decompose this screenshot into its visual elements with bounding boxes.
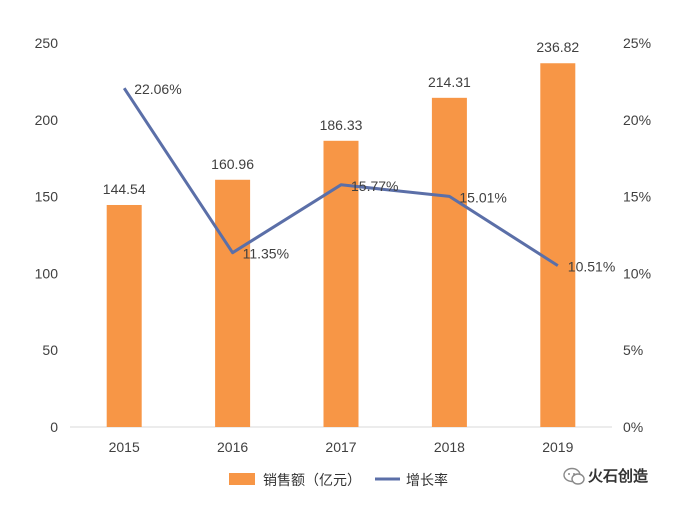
x-axis-ticks: 2015 2016 2017 2018 2019 [109,439,574,455]
x-tick-label: 2018 [434,439,465,455]
bar [540,63,576,428]
left-tick-label: 100 [35,265,59,281]
right-tick-label: 5% [623,342,643,358]
bar [323,140,359,427]
x-tick-label: 2017 [325,439,356,455]
right-tick-label: 20% [623,112,651,128]
growth-rate-line [122,87,559,267]
bar-value-label: 160.96 [211,156,254,172]
bar-data-labels: 144.54 160.96 186.33 214.31 236.82 [103,39,580,197]
left-tick-label: 0 [50,419,58,435]
bar [215,179,251,427]
line-data-labels: 22.06% 11.35% 15.77% 15.01% 10.51% [134,81,615,274]
bar-series [106,63,576,428]
bar [431,97,467,428]
bar-value-label: 214.31 [428,74,471,90]
legend: 销售额（亿元） 增长率 [229,472,448,489]
left-tick-label: 250 [35,35,59,51]
x-tick-label: 2019 [542,439,573,455]
line-value-label: 11.35% [243,246,289,262]
left-axis-ticks: 0 50 100 150 200 250 [35,35,59,435]
line-value-label: 22.06% [134,81,181,97]
wechat-icon [563,467,585,485]
line-value-label: 10.51% [568,259,615,275]
line-value-label: 15.01% [459,189,506,205]
right-tick-label: 15% [623,189,651,205]
watermark: 火石创造 [563,467,648,485]
legend-bar-label: 销售额（亿元） [263,473,361,489]
legend-bar-swatch [229,473,255,485]
legend-line-label: 增长率 [406,472,448,489]
left-tick-label: 50 [42,342,58,358]
right-tick-label: 10% [623,265,651,281]
bar-value-label: 186.33 [320,117,363,133]
right-axis-ticks: 0% 5% 10% 15% 20% 25% [623,35,651,435]
bar-value-label: 144.54 [103,181,146,197]
left-tick-label: 150 [35,189,59,205]
right-tick-label: 25% [623,35,651,51]
line-value-label: 15.77% [351,178,398,194]
x-tick-label: 2016 [217,439,248,455]
right-tick-label: 0% [623,419,643,435]
left-tick-label: 200 [35,112,59,128]
bar [106,204,142,427]
watermark-text: 火石创造 [588,467,648,485]
x-tick-label: 2015 [109,439,140,455]
bar-value-label: 236.82 [536,39,579,55]
